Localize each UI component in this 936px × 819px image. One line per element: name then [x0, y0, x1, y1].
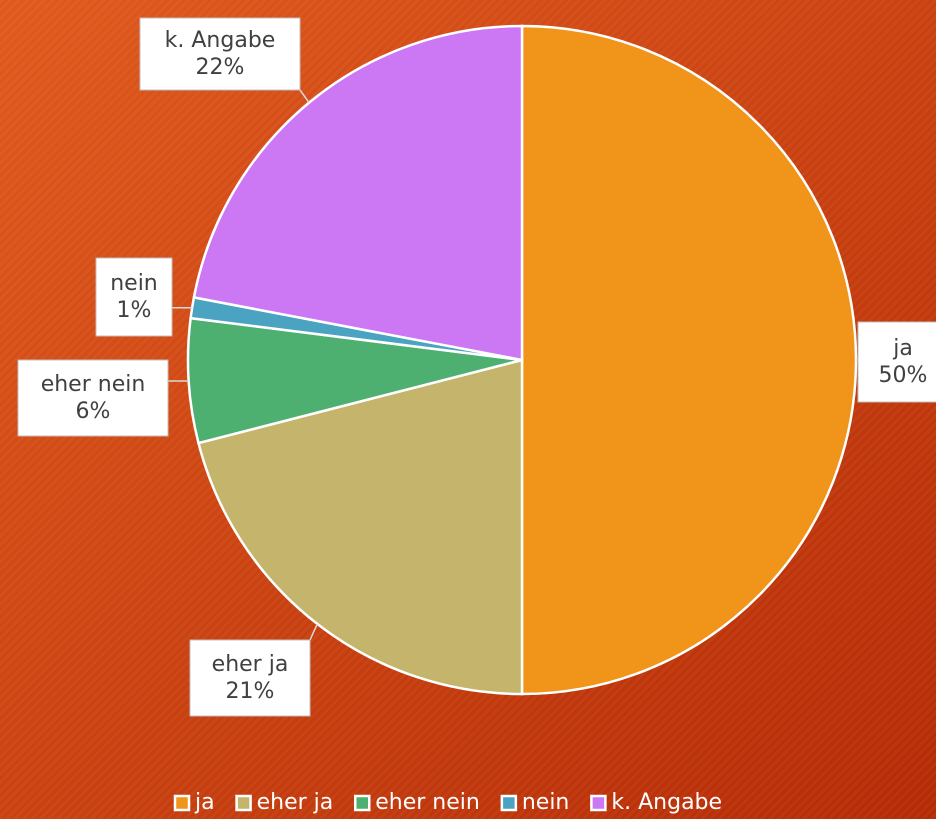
label-box: [857, 321, 936, 403]
data-label-value: 22%: [196, 55, 245, 80]
pie-slice: [192, 24, 524, 362]
label-box: [95, 257, 173, 337]
label-box: [189, 639, 311, 717]
data-label-value: 21%: [226, 679, 275, 704]
pie-slice: [186, 316, 523, 445]
data-label-value: 6%: [76, 399, 111, 424]
data-label-value: 1%: [117, 298, 152, 323]
data-label-category: k. Angabe: [165, 28, 276, 53]
data-label-category: eher ja: [212, 652, 289, 677]
data-label-category: ja: [892, 336, 913, 361]
legend-label: k. Angabe: [611, 790, 722, 815]
label-box: [139, 17, 301, 91]
legend-swatch: [590, 794, 607, 812]
legend-label: eher nein: [375, 790, 480, 815]
data-label-value: 50%: [879, 363, 928, 388]
pie-slice: [196, 358, 524, 696]
leader-line: [309, 623, 318, 641]
legend-swatch: [173, 794, 191, 812]
data-label-category: eher nein: [41, 372, 146, 397]
legend-label: eher ja: [257, 790, 334, 815]
legend-swatch: [500, 794, 518, 812]
data-label-category: nein: [110, 271, 158, 296]
legend-swatch: [235, 794, 252, 812]
label-box: [17, 359, 169, 437]
pie-slice: [520, 24, 858, 696]
leader-line: [299, 89, 310, 104]
legend-swatch: [354, 794, 371, 812]
legend-label: nein: [522, 790, 570, 815]
legend-label: ja: [194, 790, 215, 815]
